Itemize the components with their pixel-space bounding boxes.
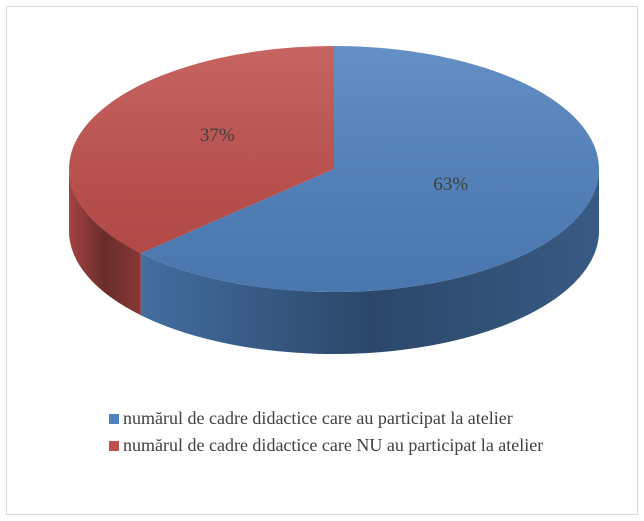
legend-swatch <box>109 441 119 451</box>
legend-label: numărul de cadre didactice care NU au pa… <box>123 435 544 455</box>
legend-entry: numărul de cadre didactice care au parti… <box>109 405 595 432</box>
pie-slice-shine <box>69 46 335 254</box>
chart: 63% 37% <box>69 46 600 354</box>
data-label: 63% <box>433 174 468 195</box>
pie-side-shade <box>69 169 141 316</box>
data-label: 37% <box>200 125 235 146</box>
pie-side <box>69 169 141 316</box>
pie-sides <box>69 169 600 354</box>
pie-slice-shine <box>140 46 600 292</box>
legend: numărul de cadre didactice care au parti… <box>109 405 595 459</box>
chart-frame: 63% 37% numărul de cadre didactice care a… <box>6 6 638 515</box>
pie-tops <box>69 46 600 292</box>
pie-slice <box>140 46 600 292</box>
legend-label: numărul de cadre didactice care au parti… <box>123 408 513 428</box>
pie-side <box>140 169 600 354</box>
pie-slice <box>69 46 335 254</box>
data-labels: 63% 37% <box>200 125 468 195</box>
legend-swatch <box>109 414 119 424</box>
legend-entry: numărul de cadre didactice care NU au pa… <box>109 432 595 459</box>
pie-side-shade <box>140 169 600 354</box>
